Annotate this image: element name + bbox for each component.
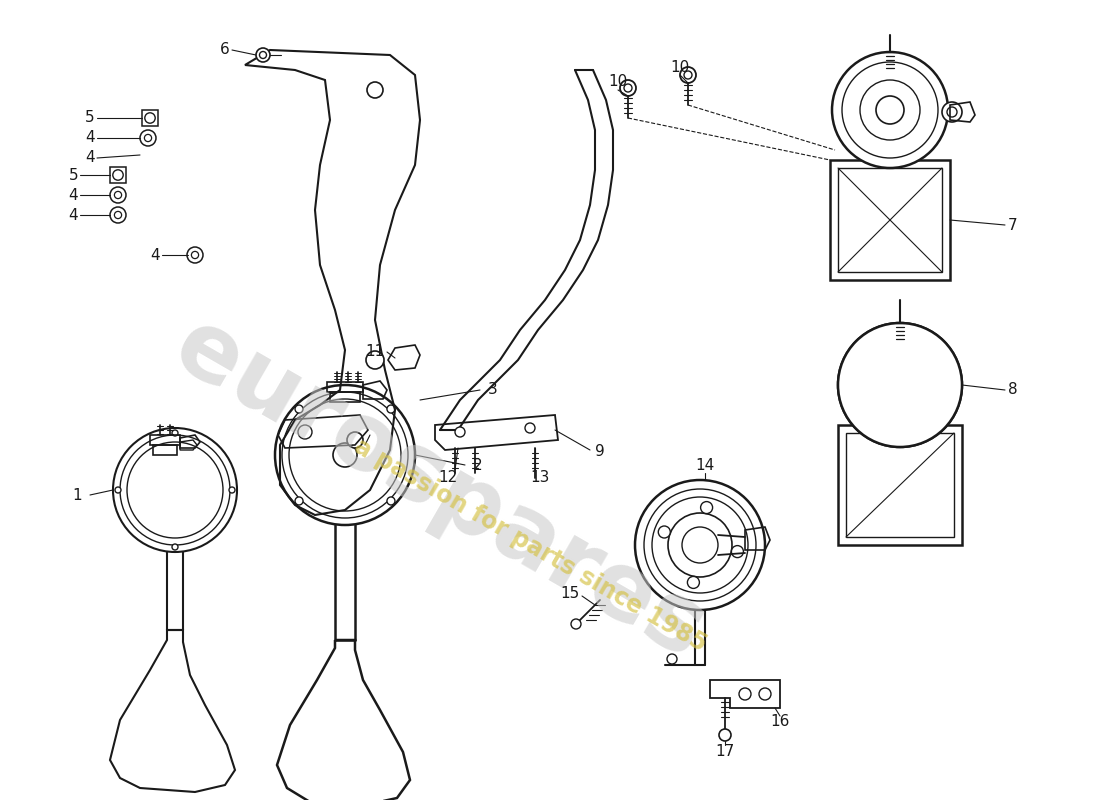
Text: 4: 4: [151, 247, 160, 262]
Circle shape: [120, 435, 230, 545]
Text: 10: 10: [608, 74, 628, 90]
Text: 13: 13: [530, 470, 550, 486]
Circle shape: [172, 544, 178, 550]
Circle shape: [832, 52, 948, 168]
Text: 4: 4: [68, 207, 78, 222]
Text: 9: 9: [595, 445, 605, 459]
Circle shape: [838, 323, 962, 447]
Circle shape: [624, 84, 632, 92]
Circle shape: [947, 107, 957, 117]
Circle shape: [145, 113, 155, 123]
Circle shape: [759, 688, 771, 700]
Circle shape: [144, 134, 152, 142]
Circle shape: [652, 497, 748, 593]
Circle shape: [942, 102, 962, 122]
Circle shape: [890, 375, 910, 395]
Circle shape: [114, 211, 122, 218]
Circle shape: [295, 497, 302, 505]
Circle shape: [260, 51, 266, 58]
Circle shape: [113, 428, 236, 552]
Circle shape: [346, 432, 363, 448]
Text: 2: 2: [473, 458, 483, 473]
Circle shape: [688, 577, 700, 589]
Circle shape: [126, 442, 223, 538]
Text: 12: 12: [439, 470, 458, 486]
Bar: [838, 168, 942, 272]
Circle shape: [682, 527, 718, 563]
Text: 16: 16: [770, 714, 790, 730]
Circle shape: [455, 427, 465, 437]
Text: 5: 5: [86, 110, 95, 126]
Circle shape: [333, 443, 358, 467]
Circle shape: [719, 729, 732, 741]
Circle shape: [172, 430, 178, 436]
Text: 4: 4: [86, 130, 95, 146]
Circle shape: [110, 207, 126, 223]
Circle shape: [860, 345, 940, 425]
Bar: [838, 425, 962, 545]
Text: 11: 11: [365, 345, 385, 359]
Circle shape: [635, 480, 764, 610]
Circle shape: [191, 251, 199, 258]
Circle shape: [701, 502, 713, 514]
Circle shape: [116, 487, 121, 493]
Circle shape: [289, 399, 402, 511]
Circle shape: [876, 96, 904, 124]
Circle shape: [739, 688, 751, 700]
Text: 1: 1: [73, 487, 82, 502]
Circle shape: [275, 385, 415, 525]
Circle shape: [658, 526, 670, 538]
Circle shape: [140, 130, 156, 146]
Text: 6: 6: [220, 42, 230, 58]
Circle shape: [187, 247, 204, 263]
Circle shape: [842, 62, 938, 158]
Circle shape: [114, 191, 122, 198]
Circle shape: [229, 487, 235, 493]
Circle shape: [620, 80, 636, 96]
Text: 15: 15: [561, 586, 580, 601]
Circle shape: [668, 513, 732, 577]
Circle shape: [860, 80, 920, 140]
Circle shape: [684, 71, 692, 79]
Circle shape: [295, 405, 302, 413]
Text: 5: 5: [68, 167, 78, 182]
Circle shape: [848, 333, 952, 437]
Circle shape: [298, 425, 312, 439]
Circle shape: [256, 48, 270, 62]
Text: 4: 4: [86, 150, 95, 166]
Circle shape: [367, 82, 383, 98]
Circle shape: [876, 361, 924, 409]
Circle shape: [110, 187, 126, 203]
Circle shape: [838, 323, 962, 447]
Text: 10: 10: [670, 61, 690, 75]
Text: 4: 4: [68, 187, 78, 202]
Circle shape: [525, 423, 535, 433]
Circle shape: [387, 497, 395, 505]
Circle shape: [644, 489, 756, 601]
Text: 3: 3: [488, 382, 497, 398]
Text: 17: 17: [715, 745, 735, 759]
Circle shape: [387, 405, 395, 413]
Circle shape: [571, 619, 581, 629]
Text: 14: 14: [695, 458, 715, 473]
Text: a passion for parts since 1985: a passion for parts since 1985: [350, 434, 711, 656]
Text: eurospares: eurospares: [158, 301, 722, 679]
Circle shape: [282, 392, 408, 518]
Text: 7: 7: [1008, 218, 1018, 233]
Circle shape: [113, 170, 123, 180]
Circle shape: [366, 351, 384, 369]
Text: 8: 8: [1008, 382, 1018, 398]
Circle shape: [732, 546, 744, 558]
Bar: [830, 160, 950, 280]
Bar: [846, 433, 954, 537]
Circle shape: [667, 654, 676, 664]
Circle shape: [680, 67, 696, 83]
